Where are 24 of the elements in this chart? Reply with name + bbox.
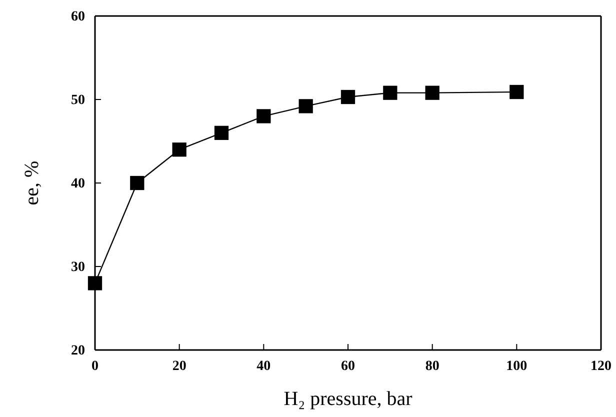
point <box>172 142 186 157</box>
y-tick-label: 20 <box>71 343 85 358</box>
x-tick-label: 80 <box>425 358 440 374</box>
x-tick-label: 120 <box>590 358 612 374</box>
x-tick-label: 100 <box>506 358 528 374</box>
point <box>383 86 398 100</box>
y-tick-label: 30 <box>71 260 85 275</box>
point <box>130 176 144 190</box>
point <box>214 126 229 140</box>
y-tick-label: 40 <box>71 176 85 192</box>
y-axis-title: ee, % <box>21 160 43 206</box>
point <box>510 84 524 100</box>
x-tick-label: 40 <box>256 358 271 374</box>
x-tick-label: 0 <box>92 358 98 374</box>
y-tick-label: 60 <box>71 9 85 24</box>
point <box>88 276 102 290</box>
point <box>298 99 313 114</box>
x-tick-label: 20 <box>172 358 186 374</box>
x-axis-title: H₂ pressure, bar <box>284 388 413 410</box>
point <box>340 90 356 104</box>
y-tick-label: 50 <box>71 92 85 108</box>
x-tick-label: 60 <box>341 358 355 374</box>
point <box>425 86 440 100</box>
point <box>256 109 271 124</box>
